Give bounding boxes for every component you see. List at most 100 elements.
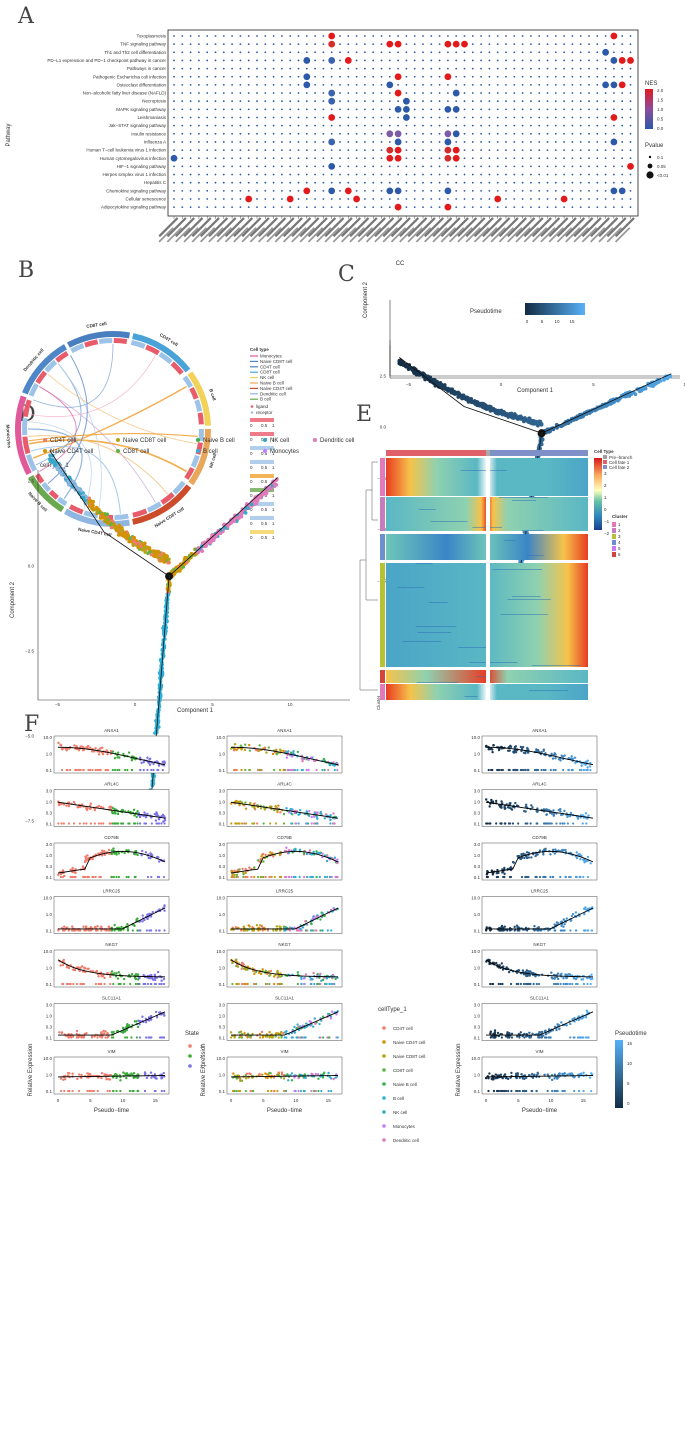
x-tick-label [258,217,278,238]
dot [571,173,574,176]
dot [330,157,333,160]
chord-link [28,421,92,510]
dot [530,116,532,119]
dot [513,124,516,127]
dot [239,132,242,135]
chord-sector-band [84,339,99,348]
heatmap-row-stripe [500,614,548,615]
expression-point [291,755,294,758]
dot [297,67,300,70]
dot [239,173,242,176]
dot [613,100,615,103]
x-tick-label [590,227,606,243]
chord-sector-band [158,351,173,365]
dot [538,181,541,184]
dot [314,43,316,46]
trajectory-cell [438,380,443,385]
dot [571,116,574,119]
dot [247,173,250,176]
dot [452,40,460,48]
dot [206,157,209,160]
x-tick-label [266,227,282,243]
dot [579,206,582,209]
heatmap-row-stripe [527,555,544,556]
dot [231,189,234,192]
expression-point [292,752,295,755]
expression-point [89,926,93,929]
trajectory-cell [165,597,170,602]
expression-point [141,920,144,923]
dot [579,43,582,46]
dot [471,149,474,152]
expression-point [110,849,113,852]
dot [496,189,499,192]
x-tick-label [208,227,224,243]
expression-point [108,929,112,932]
dot [256,157,258,160]
trajectory-cell [57,470,62,474]
expression-point [96,1036,99,1039]
dot [281,100,283,103]
dot [364,67,366,70]
expression-point [153,978,157,982]
dot [247,165,250,168]
expression-point [102,1029,105,1033]
dot [397,165,399,168]
expression-point [112,811,116,815]
dot [173,108,175,111]
expression-point [117,929,121,932]
expression-point [65,804,68,807]
dot [347,92,350,94]
trajectory-cell [178,569,182,573]
celltype-swatch [603,460,607,464]
y-tick-label: 1.0 [46,1014,53,1019]
dot [206,92,209,94]
cluster-swatch [612,534,616,539]
dot [438,132,441,135]
expression-point [143,1071,147,1074]
dot [344,57,352,64]
dot [355,165,358,168]
dot [247,189,250,192]
trajectory-cell [515,416,519,420]
dot [256,181,258,184]
dot [629,84,632,86]
expression-point [147,856,150,860]
dot [488,189,491,192]
dot [181,108,184,111]
dot [380,92,383,94]
dot [322,165,325,168]
expression-point [96,924,99,928]
dot [231,181,234,184]
expression-point [139,768,142,772]
dot [471,198,474,200]
expression-point [327,768,330,772]
fitted-curve [57,746,166,766]
fitted-curve [58,907,166,930]
expression-point [130,1036,133,1039]
dot [364,51,366,54]
dot [438,43,441,46]
expression-point [94,747,97,750]
dot [604,124,607,127]
dot [198,84,200,86]
x-tick-label [299,227,315,243]
dot [394,130,402,138]
dot [571,181,574,184]
dot [530,132,532,135]
dot [314,198,316,200]
chord-link [29,355,156,418]
dot [272,35,275,37]
dot [463,157,466,160]
dot [314,51,316,54]
dot [322,116,325,119]
dot [214,149,217,152]
dot [538,92,541,94]
trajectory-cell [275,477,279,482]
expression-point [143,1089,147,1093]
dot [496,35,499,37]
trajectory-cell [518,417,523,421]
trajectory-cell [53,463,57,467]
dot [505,84,507,86]
expression-point [59,875,63,879]
